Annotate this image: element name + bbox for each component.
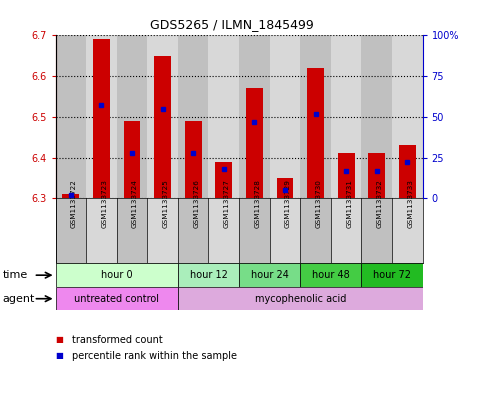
Bar <box>361 263 423 287</box>
Bar <box>56 198 86 263</box>
Bar <box>209 198 239 263</box>
Bar <box>117 198 147 263</box>
Text: GSM1133728: GSM1133728 <box>255 179 260 228</box>
Bar <box>215 162 232 198</box>
Bar <box>338 153 355 198</box>
Bar <box>178 287 423 310</box>
Text: ■: ■ <box>56 351 63 360</box>
Bar <box>270 198 300 263</box>
Bar <box>93 39 110 198</box>
Bar <box>361 35 392 198</box>
Bar <box>246 88 263 198</box>
Text: mycophenolic acid: mycophenolic acid <box>255 294 346 304</box>
Text: percentile rank within the sample: percentile rank within the sample <box>72 351 238 361</box>
Bar <box>178 263 239 287</box>
Bar <box>117 35 147 198</box>
Bar <box>239 198 270 263</box>
Bar <box>56 287 178 310</box>
Text: GSM1133732: GSM1133732 <box>377 179 383 228</box>
Bar <box>307 68 324 198</box>
Bar <box>86 35 117 198</box>
Text: GSM1133727: GSM1133727 <box>224 179 230 228</box>
Bar <box>300 35 331 198</box>
Text: hour 72: hour 72 <box>373 270 411 280</box>
Bar <box>86 198 117 263</box>
Bar <box>56 263 178 287</box>
Text: hour 48: hour 48 <box>312 270 350 280</box>
Text: transformed count: transformed count <box>72 335 163 345</box>
Bar <box>239 263 300 287</box>
Bar <box>399 145 416 198</box>
Bar <box>124 121 141 198</box>
Text: GDS5265 / ILMN_1845499: GDS5265 / ILMN_1845499 <box>150 18 314 31</box>
Bar <box>239 35 270 198</box>
Text: GSM1133730: GSM1133730 <box>315 179 322 228</box>
Bar <box>178 35 209 198</box>
Text: ■: ■ <box>56 336 63 344</box>
Text: GSM1133733: GSM1133733 <box>407 179 413 228</box>
Bar <box>392 198 423 263</box>
Bar <box>62 194 79 198</box>
Text: GSM1133722: GSM1133722 <box>71 179 77 228</box>
Bar <box>185 121 201 198</box>
Bar <box>277 178 293 198</box>
Bar <box>147 35 178 198</box>
Bar <box>270 35 300 198</box>
Text: hour 0: hour 0 <box>101 270 132 280</box>
Text: hour 12: hour 12 <box>189 270 227 280</box>
Text: agent: agent <box>2 294 35 304</box>
Bar <box>392 35 423 198</box>
Text: GSM1133724: GSM1133724 <box>132 179 138 228</box>
Bar <box>300 263 361 287</box>
Bar <box>178 198 209 263</box>
Text: untreated control: untreated control <box>74 294 159 304</box>
Bar <box>154 56 171 198</box>
Bar <box>300 198 331 263</box>
Text: GSM1133731: GSM1133731 <box>346 179 352 228</box>
Bar <box>331 35 361 198</box>
Bar <box>147 198 178 263</box>
Bar <box>369 153 385 198</box>
Text: GSM1133726: GSM1133726 <box>193 179 199 228</box>
Bar <box>361 198 392 263</box>
Bar <box>331 198 361 263</box>
Text: GSM1133723: GSM1133723 <box>101 179 107 228</box>
Text: time: time <box>2 270 28 280</box>
Text: GSM1133725: GSM1133725 <box>163 179 169 228</box>
Text: GSM1133729: GSM1133729 <box>285 179 291 228</box>
Bar <box>56 35 86 198</box>
Text: hour 24: hour 24 <box>251 270 289 280</box>
Bar <box>209 35 239 198</box>
